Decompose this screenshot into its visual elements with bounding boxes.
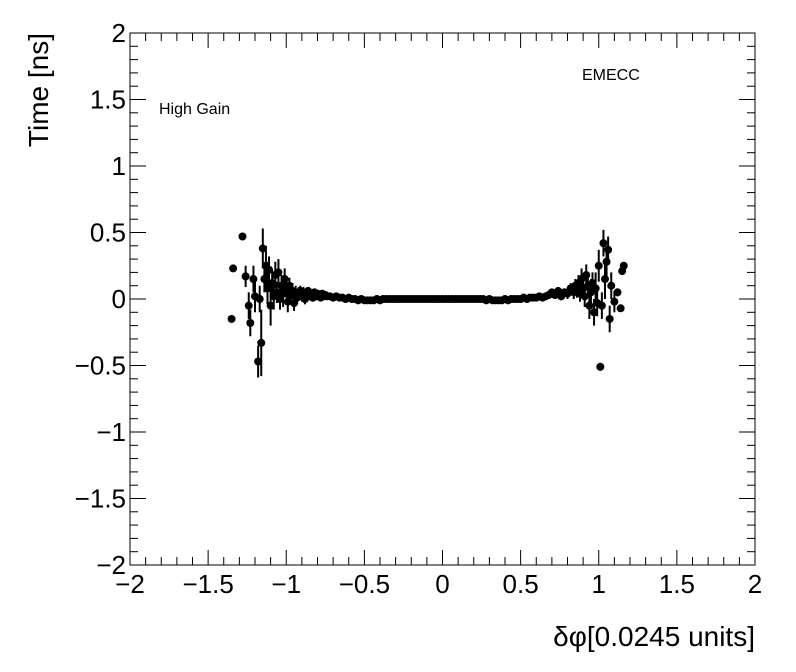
data-point bbox=[274, 268, 283, 277]
data-point bbox=[585, 301, 594, 310]
data-point bbox=[241, 272, 250, 281]
data-point bbox=[604, 245, 613, 254]
x-tick-label: −2 bbox=[115, 569, 145, 599]
y-axis-title: Time [ns] bbox=[23, 33, 54, 147]
annotation-high-gain: High Gain bbox=[159, 101, 230, 118]
data-points bbox=[227, 228, 628, 378]
data-point bbox=[596, 362, 605, 371]
annotation-emecc: EMECC bbox=[582, 67, 640, 84]
data-point bbox=[616, 304, 625, 313]
data-point bbox=[227, 314, 236, 323]
data-point bbox=[605, 314, 614, 323]
data-point bbox=[619, 261, 628, 270]
x-tick-label: 1 bbox=[592, 569, 606, 599]
data-point bbox=[229, 264, 238, 273]
y-tick-label: 0 bbox=[112, 284, 126, 314]
data-point bbox=[255, 295, 264, 303]
data-point bbox=[280, 275, 289, 284]
data-point bbox=[613, 288, 622, 297]
x-tick-label: 0.5 bbox=[503, 569, 539, 599]
y-tick-label: −0.5 bbox=[75, 351, 126, 381]
data-point bbox=[249, 275, 258, 284]
data-point bbox=[254, 357, 263, 366]
y-tick-label: −1.5 bbox=[75, 484, 126, 514]
data-point bbox=[265, 265, 274, 274]
data-point bbox=[610, 297, 619, 306]
data-point bbox=[601, 275, 609, 284]
data-point bbox=[599, 239, 608, 248]
y-tick-label: −2 bbox=[96, 550, 126, 580]
data-point bbox=[602, 257, 611, 266]
x-tick-label: 2 bbox=[748, 569, 762, 599]
data-point bbox=[244, 301, 253, 310]
x-tick-labels: −2 −1.5 −1 −0.5 0 0.5 1 1.5 2 bbox=[115, 569, 762, 599]
data-point bbox=[257, 338, 266, 347]
x-tick-label: −0.5 bbox=[339, 569, 390, 599]
y-tick-label: 0.5 bbox=[90, 218, 126, 248]
data-point bbox=[258, 244, 267, 253]
data-point bbox=[590, 308, 599, 317]
y-tick-label: 2 bbox=[112, 18, 126, 48]
x-tick-label: 0 bbox=[435, 569, 449, 599]
y-tick-label: 1.5 bbox=[90, 85, 126, 115]
y-tick-label: −1 bbox=[96, 417, 126, 447]
plot-frame bbox=[129, 32, 756, 566]
y-tick-labels: −2 −1.5 −1 −0.5 0 0.5 1 1.5 2 bbox=[75, 18, 126, 580]
data-point bbox=[582, 271, 591, 280]
x-tick-label: 1.5 bbox=[659, 569, 695, 599]
data-point bbox=[580, 292, 589, 301]
data-point bbox=[591, 284, 600, 293]
data-point bbox=[594, 261, 603, 270]
data-point bbox=[607, 281, 616, 290]
data-point bbox=[238, 232, 247, 241]
data-point bbox=[283, 297, 292, 306]
y-tick-label: 1 bbox=[112, 151, 126, 181]
data-point bbox=[266, 301, 275, 310]
x-tick-label: −1.5 bbox=[182, 569, 233, 599]
data-point bbox=[246, 318, 255, 327]
data-point bbox=[272, 288, 281, 297]
data-point bbox=[263, 284, 272, 293]
data-point bbox=[597, 301, 606, 310]
x-axis-title: δφ[0.0245 units] bbox=[553, 621, 755, 652]
x-tick-label: −1 bbox=[271, 569, 301, 599]
